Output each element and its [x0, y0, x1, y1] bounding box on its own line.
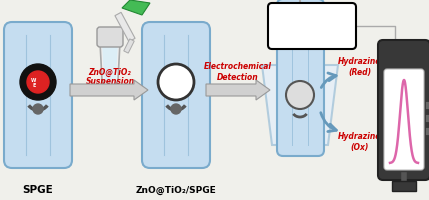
FancyBboxPatch shape: [142, 22, 210, 168]
FancyBboxPatch shape: [277, 0, 324, 156]
Polygon shape: [124, 39, 134, 53]
Polygon shape: [206, 80, 270, 100]
Bar: [425, 114, 429, 121]
Text: W
E: W E: [31, 78, 37, 88]
Circle shape: [27, 71, 49, 93]
FancyBboxPatch shape: [378, 40, 429, 180]
Polygon shape: [262, 65, 338, 145]
Circle shape: [33, 104, 43, 114]
Text: ZnO@TiO₂/SPGE: ZnO@TiO₂/SPGE: [136, 185, 216, 195]
FancyBboxPatch shape: [384, 69, 424, 170]
FancyBboxPatch shape: [4, 22, 72, 168]
Text: Hydrazine
(Ox): Hydrazine (Ox): [338, 132, 382, 152]
Polygon shape: [115, 12, 135, 42]
Polygon shape: [70, 80, 148, 100]
Text: Suspension: Suspension: [85, 77, 135, 86]
Bar: [392, 181, 416, 191]
Text: Electrochemical
Detection: Electrochemical Detection: [204, 62, 272, 82]
Text: SPGE: SPGE: [23, 185, 53, 195]
Polygon shape: [100, 42, 120, 95]
Circle shape: [158, 64, 194, 100]
Circle shape: [171, 104, 181, 114]
Text: ZnO@TiO₂: ZnO@TiO₂: [89, 67, 131, 77]
Polygon shape: [122, 0, 150, 15]
Polygon shape: [102, 44, 118, 90]
Text: Drop-Casting: Drop-Casting: [82, 88, 138, 97]
Text: Potentiostat
Device: Potentiostat Device: [282, 16, 341, 36]
Circle shape: [286, 81, 314, 109]
FancyBboxPatch shape: [268, 3, 356, 49]
Bar: [425, 100, 429, 108]
Circle shape: [20, 64, 56, 100]
FancyBboxPatch shape: [97, 27, 123, 47]
Bar: [425, 127, 429, 134]
Text: Hydrazine
(Red): Hydrazine (Red): [338, 57, 382, 77]
